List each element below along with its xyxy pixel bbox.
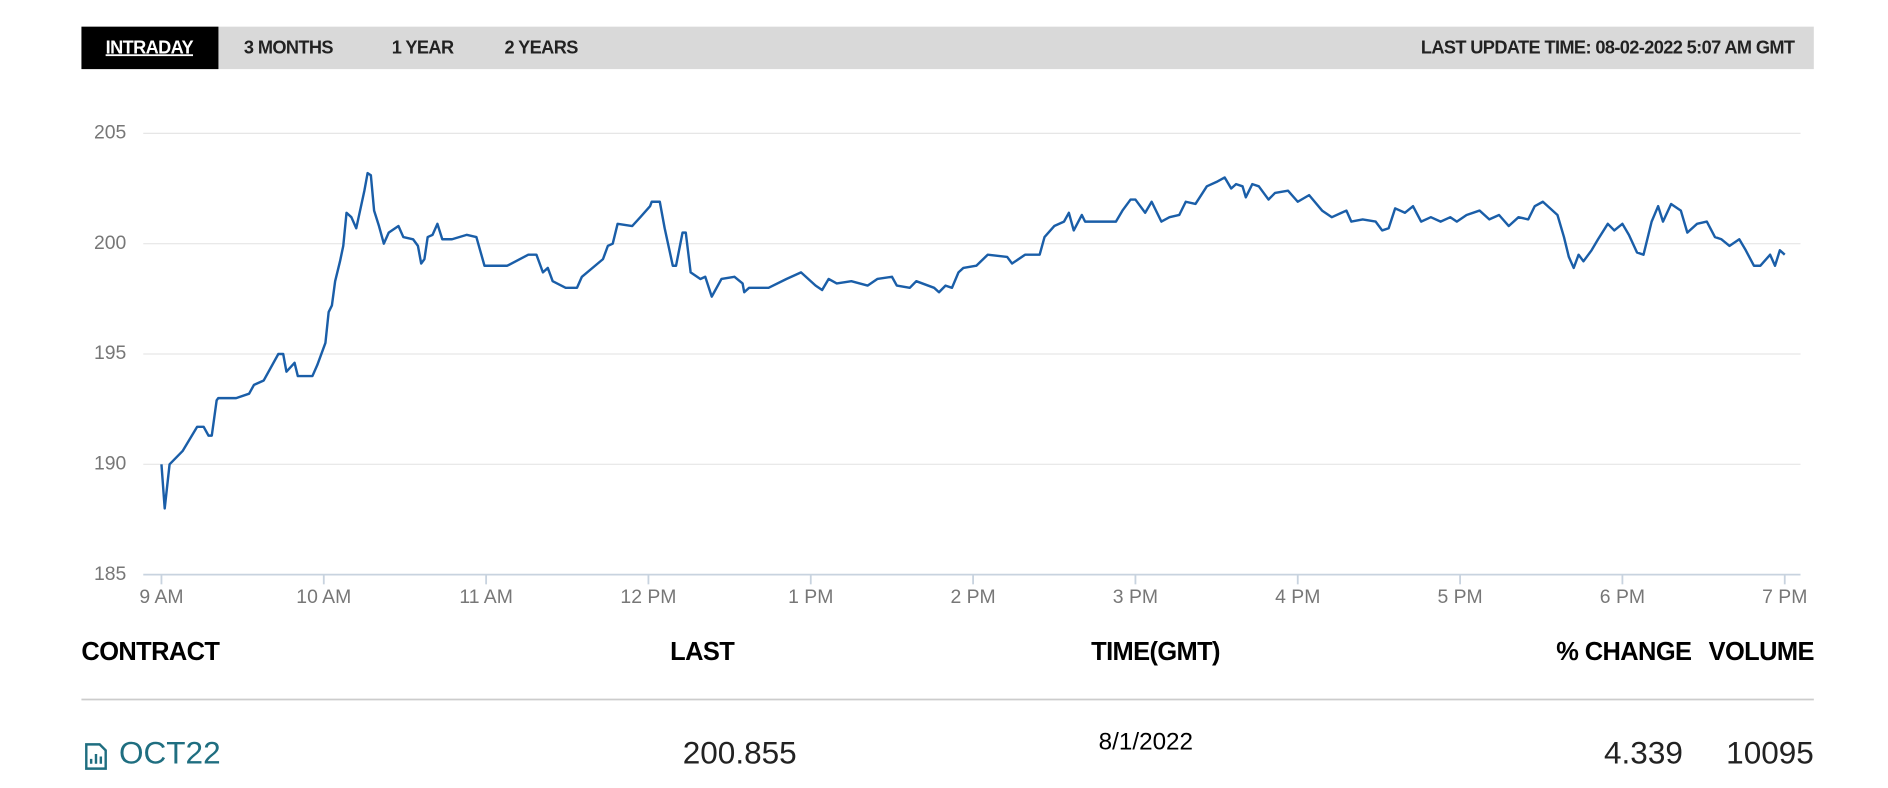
last-price: 200.855 [683,735,797,771]
table-header: % CHANGE [1556,638,1691,666]
tab[interactable]: 1 YEAR [392,37,455,57]
table-header: TIME(GMT) [1091,638,1220,666]
chart: 185 190 195 200 205 9 AM 10 AM 11 AM 12 PM 1 PM 2 … [94,121,1807,607]
tab[interactable]: INTRADAY [106,37,194,57]
x-tick-label: 1 PM [788,586,833,608]
x-tick-label: 3 PM [1113,586,1158,608]
pct-change: 4.339 [1604,735,1683,771]
contract-link[interactable]: OCT22 [119,735,221,771]
price-line [160,171,1786,510]
x-tick-label: 2 PM [950,586,995,608]
table-header: CONTRACT [81,638,220,666]
volume: 10095 [1726,735,1814,771]
x-tick-label: 5 PM [1437,586,1482,608]
x-tick-label: 9 AM [139,586,183,608]
tab[interactable]: 3 MONTHS [244,37,334,57]
x-tick-label: 12 PM [620,586,676,608]
chart-icon[interactable] [85,743,107,770]
x-tick-label: 4 PM [1275,586,1320,608]
y-tick-label: 195 [94,342,126,364]
x-tick-label: 7 PM [1762,586,1807,608]
last-update: LAST UPDATE TIME: 08-02-2022 5:07 AM GMT [1421,37,1795,57]
table-header: LAST [670,638,735,666]
active-tab-bg [81,26,219,70]
x-tick-label: 11 AM [459,586,512,608]
icon-page [85,743,107,770]
y-tick-label: 200 [94,232,127,254]
icon-bars [89,754,103,764]
x-tick-label: 10 AM [296,586,351,608]
x-tick-label: 6 PM [1600,586,1645,608]
time: 8/1/2022 [1099,729,1193,756]
table-header: VOLUME [1709,638,1814,666]
y-tick-label: 185 [94,563,126,585]
y-tick-label: 190 [94,452,127,474]
tab[interactable]: 2 YEARS [505,37,579,57]
y-tick-label: 205 [94,121,126,143]
tab-bar [81,26,1814,70]
